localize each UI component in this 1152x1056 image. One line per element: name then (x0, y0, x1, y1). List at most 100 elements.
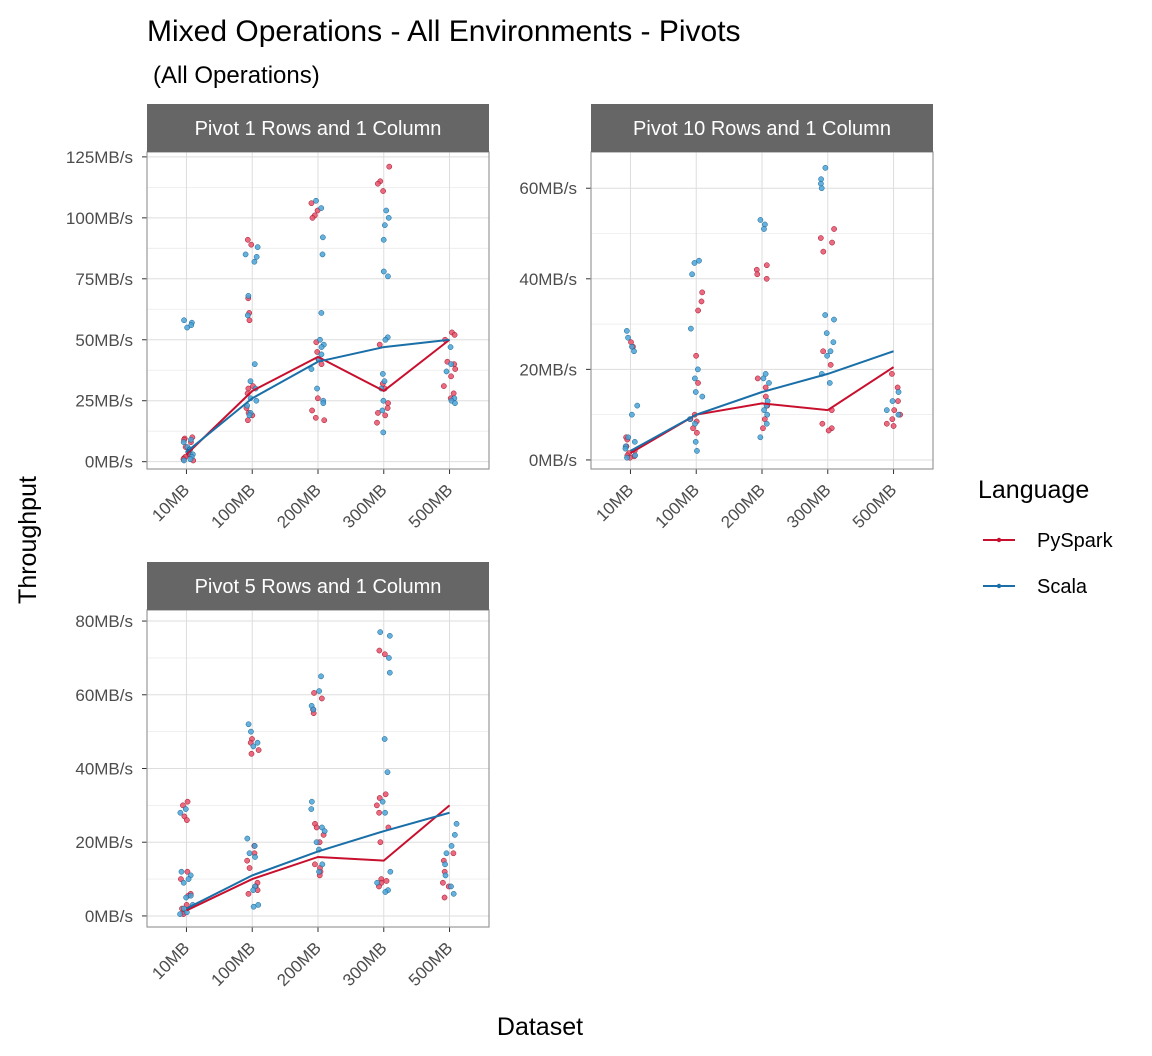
data-point-pyspark (450, 390, 457, 397)
data-point-pyspark (441, 383, 447, 389)
data-point-scala (253, 397, 260, 404)
x-tick-label: 10MB (148, 938, 193, 983)
chart-title: Mixed Operations - All Environments - Pi… (147, 15, 741, 48)
data-point-scala (247, 378, 254, 385)
y-tick-label: 125MB/s (66, 148, 133, 167)
data-point-scala (761, 226, 767, 232)
data-point-scala (382, 809, 388, 816)
data-point-pyspark (894, 384, 901, 391)
data-point-pyspark (245, 417, 251, 424)
legend-title: Language (978, 476, 1089, 504)
data-point-scala (895, 411, 902, 418)
data-point-scala (242, 251, 249, 258)
data-point-scala (386, 655, 392, 661)
series-line-scala (185, 338, 450, 453)
data-point-pyspark (825, 427, 832, 434)
data-point-scala (244, 312, 251, 319)
data-point-scala (382, 336, 389, 343)
data-point-scala (757, 434, 764, 441)
data-point-pyspark (376, 647, 383, 654)
facet-strip (591, 104, 933, 152)
data-point-scala (448, 843, 455, 849)
data-point-pyspark (386, 163, 393, 170)
legend-key-scala-point (996, 583, 1002, 589)
data-point-scala (443, 368, 450, 375)
data-point-scala (452, 400, 458, 407)
data-point-scala (244, 835, 251, 842)
data-point-pyspark (374, 419, 380, 426)
data-point-pyspark (762, 384, 769, 391)
data-point-scala (251, 258, 258, 265)
data-point-scala (251, 361, 258, 367)
data-point-scala (383, 207, 390, 214)
data-point-pyspark (763, 262, 770, 269)
data-point-pyspark (312, 414, 319, 421)
data-point-pyspark (699, 289, 706, 296)
data-point-scala (382, 889, 389, 895)
data-point-scala (252, 854, 258, 860)
y-tick-label: 20MB/s (75, 833, 133, 852)
data-point-scala (695, 366, 701, 373)
facet-panels: 0MB/s 25MB/s 50MB/s 75MB/s 100MB/s 125MB/s 10M… (66, 104, 934, 990)
data-point-pyspark (440, 879, 446, 886)
data-point-pyspark (383, 878, 390, 884)
data-point-scala (181, 317, 187, 324)
y-tick-label: 100MB/s (66, 209, 133, 228)
data-point-scala (688, 325, 694, 332)
data-point-scala (764, 411, 771, 418)
data-point-pyspark (244, 236, 251, 243)
x-tick-label: 200MB (717, 480, 769, 532)
data-point-scala (447, 344, 454, 350)
data-point-pyspark (318, 695, 325, 702)
data-point-scala (188, 322, 195, 328)
data-point-scala (380, 236, 387, 243)
data-point-scala (246, 412, 253, 419)
data-point-scala (883, 407, 890, 413)
data-point-scala (692, 375, 698, 382)
data-point-scala (381, 736, 388, 742)
data-point-scala (822, 165, 829, 171)
data-point-pyspark (245, 890, 252, 897)
facet-strip (147, 562, 489, 610)
data-point-scala (822, 312, 829, 318)
data-point-scala (248, 728, 254, 735)
data-point-scala (374, 879, 380, 886)
x-tick-label: 300MB (339, 480, 391, 532)
data-point-scala (448, 361, 455, 367)
data-point-scala (824, 352, 830, 359)
data-point-scala (180, 905, 187, 912)
data-point-scala (313, 839, 320, 846)
data-point-scala (692, 438, 699, 445)
data-point-pyspark (829, 239, 835, 246)
data-point-scala (185, 876, 192, 882)
data-point-scala (381, 378, 388, 385)
y-tick-label: 50MB/s (75, 331, 133, 350)
data-point-scala (827, 348, 834, 355)
data-point-pyspark (452, 366, 459, 372)
x-tick-label: 100MB (652, 480, 704, 532)
x-tick-label: 100MB (208, 938, 260, 990)
data-point-pyspark (695, 307, 701, 314)
series-line-pyspark (186, 804, 451, 912)
data-point-pyspark (891, 407, 898, 413)
data-point-pyspark (308, 200, 315, 207)
data-point-scala (763, 420, 770, 427)
data-point-pyspark (883, 420, 890, 427)
data-point-scala (320, 234, 326, 241)
y-tick-label: 0MB/s (85, 907, 133, 926)
data-point-pyspark (376, 809, 382, 816)
data-point-scala (625, 434, 632, 441)
data-point-pyspark (377, 839, 384, 846)
data-point-scala (379, 798, 386, 805)
data-point-scala (321, 828, 328, 835)
data-point-scala (384, 769, 391, 776)
data-point-scala (624, 454, 630, 461)
data-point-scala (889, 398, 896, 404)
legend-key-pyspark-point (996, 537, 1002, 543)
data-point-pyspark (763, 275, 770, 282)
data-point-scala (442, 872, 449, 879)
data-point-scala (696, 257, 702, 264)
data-point-pyspark (184, 817, 190, 823)
data-point-pyspark (246, 317, 253, 324)
data-point-scala (253, 254, 260, 260)
